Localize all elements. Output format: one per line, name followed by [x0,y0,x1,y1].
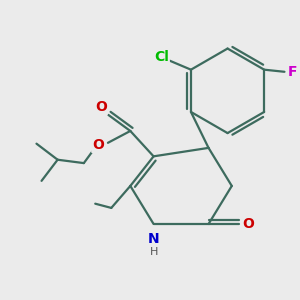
Text: O: O [92,138,104,152]
Text: Cl: Cl [154,50,169,64]
Text: O: O [95,100,107,114]
Text: N: N [148,232,159,246]
Text: H: H [149,247,158,257]
Text: O: O [242,217,254,231]
Text: F: F [288,65,298,79]
